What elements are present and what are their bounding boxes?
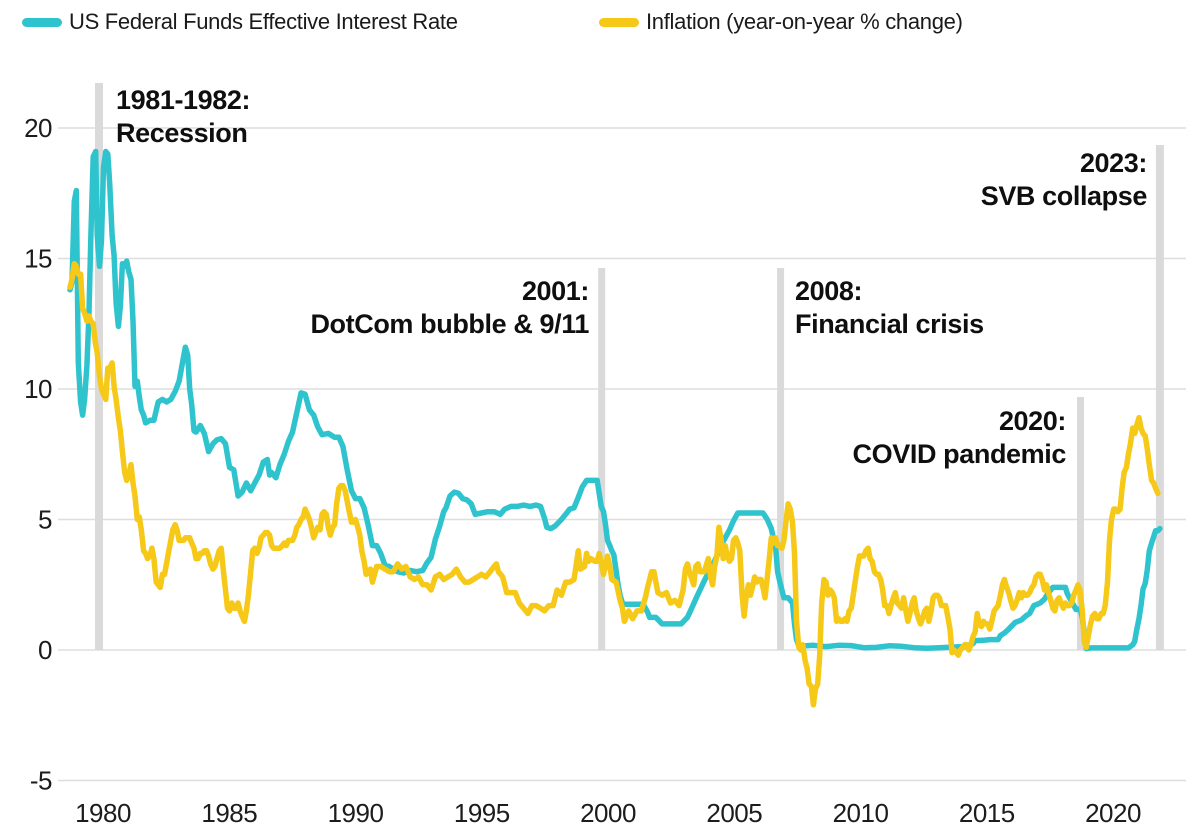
y-tick-label: 20 (24, 113, 52, 143)
y-tick-label: 15 (24, 244, 52, 274)
x-tick-label: 1990 (328, 798, 384, 828)
x-tick-label: 2000 (580, 798, 636, 828)
legend-item-inflation: Inflation (year-on-year % change) (599, 8, 963, 36)
y-tick-label: 10 (24, 374, 52, 404)
event-marker-covid-2020 (1077, 397, 1084, 650)
series-line-ffr (67, 148, 1163, 652)
annotation-svb-2023-line1: 2023: (1080, 148, 1147, 178)
y-tick-label: 5 (38, 505, 52, 535)
annotation-recession-1981-line2: Recession (116, 118, 247, 148)
annotation-dotcom-2001-line2: DotCom bubble & 9/11 (310, 309, 589, 339)
annotation-financial-2008-line2: Financial crisis (795, 309, 984, 339)
legend-label-inflation: Inflation (year-on-year % change) (646, 9, 963, 34)
annotation-covid-2020-line2: COVID pandemic (853, 439, 1067, 469)
x-tick-label: 1980 (75, 798, 131, 828)
legend-label-fed-funds: US Federal Funds Effective Interest Rate (69, 9, 458, 34)
legend-swatch-yellow-icon (599, 17, 639, 27)
event-marker-svb-2023 (1155, 145, 1164, 650)
event-marker-financial-2008 (777, 268, 785, 650)
event-marker-dotcom-2001 (598, 268, 606, 650)
x-tick-label: 2005 (706, 798, 762, 828)
x-tick-label: 1995 (454, 798, 510, 828)
annotation-financial-2008-line1: 2008: (795, 276, 862, 306)
y-tick-label: 0 (38, 635, 52, 665)
x-tick-label: 2020 (1085, 798, 1141, 828)
x-tick-label: 1985 (201, 798, 257, 828)
series-line-inflation (67, 260, 1161, 708)
legend-swatch-teal-icon (22, 17, 62, 27)
x-tick-label: 2010 (833, 798, 889, 828)
legend-item-fed-funds: US Federal Funds Effective Interest Rate (22, 8, 458, 36)
annotation-svb-2023-line2: SVB collapse (981, 181, 1148, 211)
annotation-dotcom-2001-line1: 2001: (522, 276, 589, 306)
annotation-recession-1981-line1: 1981-1982: (116, 85, 250, 115)
annotation-covid-2020-line1: 2020: (999, 406, 1066, 436)
y-tick-label: -5 (30, 766, 52, 796)
x-tick-label: 2015 (959, 798, 1015, 828)
